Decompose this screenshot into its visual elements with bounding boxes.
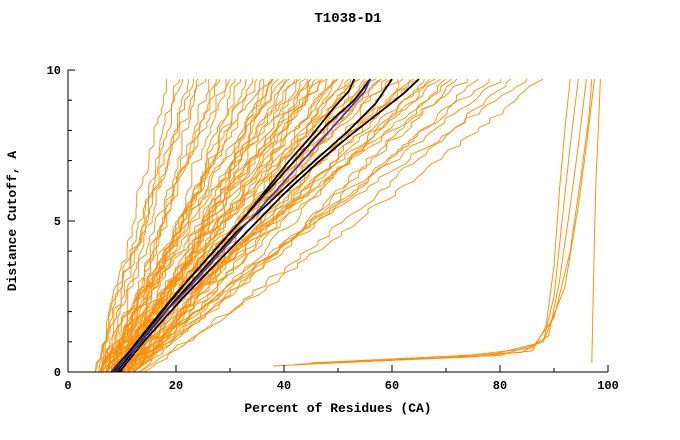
x-tick-label: 100 <box>597 379 619 393</box>
model-line <box>121 78 436 373</box>
model-line <box>116 78 404 373</box>
model-line <box>95 79 167 373</box>
x-tick-label: 20 <box>169 379 183 393</box>
model-line <box>138 78 458 373</box>
model-line <box>117 79 502 373</box>
model-line <box>100 79 356 373</box>
x-tick-label: 80 <box>493 379 507 393</box>
x-tick-label: 60 <box>385 379 399 393</box>
model-line <box>105 79 469 373</box>
x-axis-label: Percent of Residues (CA) <box>244 401 431 416</box>
plot-layers: 0 20 40 60 80 100 0 5 10 <box>47 64 619 393</box>
outlier-model-line <box>273 79 571 367</box>
model-line <box>133 78 387 373</box>
y-tick-label: 10 <box>47 64 61 78</box>
outlier-model-line <box>310 79 587 364</box>
model-line <box>132 78 312 373</box>
y-tick-label: 0 <box>54 366 61 380</box>
model-line <box>132 79 490 373</box>
outlier-model-line <box>364 79 595 362</box>
y-axis-label: Distance Cutoff, A <box>5 151 20 292</box>
chart-title: T1038-D1 <box>314 11 381 27</box>
model-line <box>105 78 339 373</box>
outlier-model-line <box>337 79 593 364</box>
highlight-model-line <box>118 78 420 373</box>
model-line <box>127 78 528 373</box>
model-line <box>121 79 227 373</box>
model-line <box>98 79 183 373</box>
model-line <box>99 78 420 373</box>
model-line <box>94 79 206 373</box>
model-line <box>100 78 328 373</box>
y-tick-label: 5 <box>54 215 61 229</box>
model-line <box>100 78 231 372</box>
model-line <box>143 78 544 373</box>
x-tick-label: 0 <box>64 379 71 393</box>
model-line <box>127 78 447 373</box>
outlier-model-line <box>591 79 601 363</box>
x-tick-label: 40 <box>277 379 291 393</box>
model-line <box>105 78 274 373</box>
reference-line <box>110 78 372 373</box>
model-line <box>99 78 306 373</box>
model-line <box>121 78 479 373</box>
highlight-model-line <box>113 78 372 373</box>
model-line <box>116 79 210 373</box>
model-line <box>105 78 296 373</box>
model-line <box>111 78 414 373</box>
model-line <box>99 79 180 373</box>
